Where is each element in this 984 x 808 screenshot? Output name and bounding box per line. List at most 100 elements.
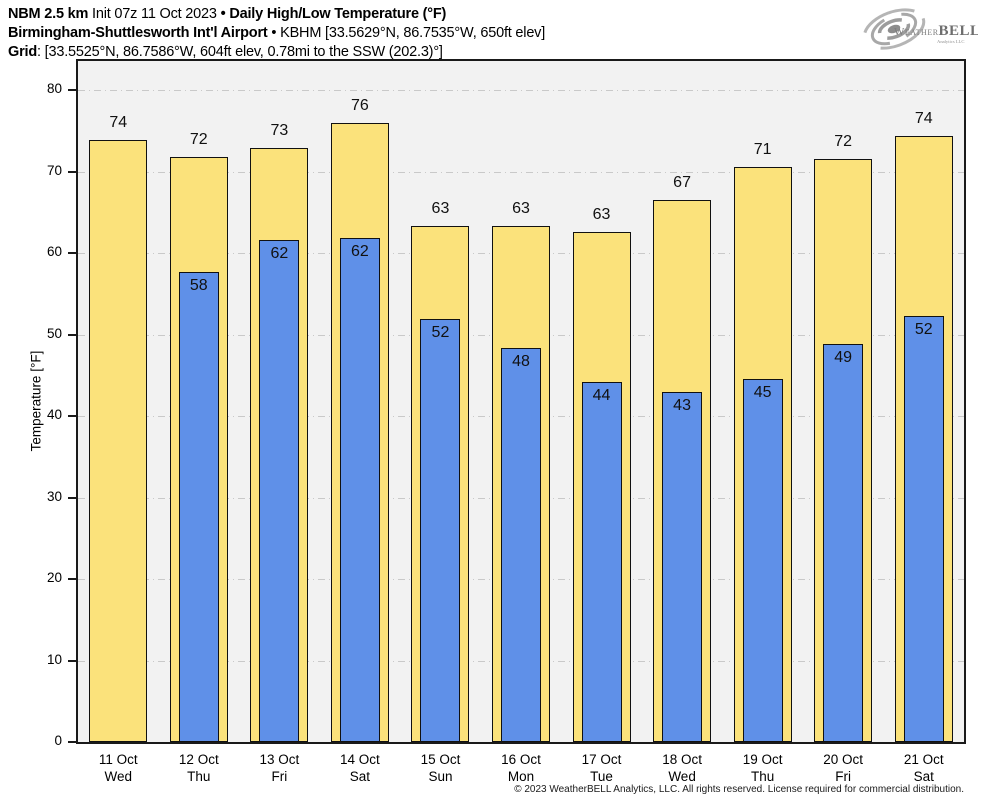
header-line-2: Birmingham-Shuttlesworth Int'l Airport •… [8, 24, 545, 43]
low-value-label: 48 [512, 353, 530, 371]
y-tick-60 [68, 252, 76, 254]
low-bar [501, 348, 541, 742]
high-value-label: 72 [834, 133, 853, 151]
x-tick-label: 15 Oct Sun [399, 751, 481, 785]
gridline-80 [78, 90, 964, 91]
low-bar [742, 379, 783, 742]
x-label-day: Wed [104, 769, 133, 784]
y-tick-label-70: 70 [46, 162, 62, 178]
high-value-label: 63 [431, 200, 450, 218]
x-tick-label: 17 Oct Tue [561, 751, 643, 785]
low-bar [903, 315, 944, 742]
x-tick-label: 16 Oct Mon [480, 751, 562, 785]
high-value-label: 76 [351, 97, 369, 115]
weatherbell-logo: WeatherBELL Analytics LLC [862, 8, 978, 50]
init-time: Init 07z 11 Oct 2023 [92, 6, 217, 22]
y-tick-40 [68, 415, 76, 417]
low-bar [662, 392, 703, 742]
y-tick-label-30: 30 [46, 488, 62, 504]
y-tick-80 [68, 89, 76, 91]
low-value-label: 62 [270, 244, 289, 262]
station-info: KBHM [33.5629°N, 86.7535°W, 650ft elev] [280, 25, 546, 41]
x-label-day: Sat [349, 769, 371, 784]
x-tick-label: 18 Oct Wed [641, 751, 723, 785]
model-name: NBM 2.5 km [8, 6, 89, 22]
low-bar [339, 238, 380, 742]
x-tick-label: 13 Oct Fri [238, 751, 320, 785]
high-value-label: 63 [592, 205, 611, 223]
logo-text-bell: BELL [939, 23, 978, 39]
y-tick-20 [68, 578, 76, 580]
y-tick-30 [68, 496, 76, 499]
x-label-date: 16 Oct [501, 752, 541, 767]
low-value-label: 49 [834, 349, 853, 367]
y-tick-label-60: 60 [46, 244, 62, 259]
station-name: Birmingham-Shuttlesworth Int'l Airport [8, 25, 268, 41]
high-value-label: 71 [753, 141, 772, 159]
high-value-label: 73 [270, 121, 289, 139]
grid-label: Grid [8, 44, 38, 60]
x-tick-label: 14 Oct Sat [319, 751, 401, 785]
high-value-label: 74 [914, 110, 933, 128]
logo-subtitle: Analytics LLC [937, 39, 964, 44]
logo-text-weather: Weather [894, 26, 939, 38]
x-label-date: 21 Oct [903, 752, 944, 767]
y-tick-10 [68, 659, 76, 662]
x-label-day: Thu [187, 769, 211, 784]
x-label-day: Mon [507, 769, 535, 784]
header-line-1: NBM 2.5 km Init 07z 11 Oct 2023 • Daily … [8, 5, 545, 24]
x-label-day: Thu [750, 769, 775, 784]
x-tick-label: 21 Oct Sat [883, 751, 965, 785]
header-line-3: Grid: [33.5525°N, 86.7586°W, 604ft elev,… [8, 43, 545, 62]
separator-dot: • [271, 25, 277, 41]
x-label-day: Tue [590, 769, 613, 784]
y-tick-50 [68, 333, 76, 336]
plot-area [76, 59, 966, 744]
x-label-day: Wed [668, 769, 696, 784]
y-tick-70 [68, 170, 76, 173]
y-tick-label-50: 50 [46, 325, 62, 341]
low-value-label: 43 [673, 397, 691, 415]
low-bar [581, 381, 622, 742]
x-tick-label: 12 Oct Thu [158, 751, 240, 785]
grid-info: : [33.5525°N, 86.7586°W, 604ft elev, 0.7… [37, 44, 443, 60]
y-tick-label-20: 20 [46, 570, 62, 585]
x-label-date: 13 Oct [259, 752, 300, 767]
low-value-label: 58 [189, 276, 208, 294]
x-label-date: 19 Oct [742, 752, 783, 767]
low-bar [259, 239, 300, 742]
x-label-date: 14 Oct [340, 752, 380, 767]
x-tick-label: 11 Oct Wed [77, 751, 159, 785]
y-axis-title: Temperature [°F] [28, 350, 44, 452]
high-value-label: 74 [109, 113, 128, 131]
low-bar [420, 319, 461, 742]
hurricane-swirl-icon [862, 8, 926, 50]
high-value-label: 67 [673, 174, 691, 192]
high-bar [89, 139, 148, 742]
high-value-label: 72 [189, 130, 208, 148]
low-value-label: 44 [592, 386, 611, 404]
low-bar [823, 344, 864, 742]
x-label-date: 20 Oct [823, 752, 864, 767]
low-bar [178, 271, 219, 742]
y-tick-label-0: 0 [54, 733, 62, 748]
gridline-70 [78, 171, 964, 173]
chart-header: NBM 2.5 km Init 07z 11 Oct 2023 • Daily … [8, 5, 545, 62]
x-label-date: 12 Oct [178, 752, 219, 767]
x-label-day: Sun [428, 769, 453, 784]
low-value-label: 52 [914, 320, 933, 338]
low-value-label: 45 [753, 384, 772, 402]
svg-text:WeatherBELL: WeatherBELL [894, 23, 978, 39]
x-label-date: 18 Oct [662, 752, 702, 767]
x-label-day: Fri [271, 769, 288, 784]
separator-dot: • [220, 6, 226, 22]
x-tick-label: 19 Oct Thu [722, 751, 804, 785]
low-value-label: 62 [351, 243, 369, 261]
y-tick-label-10: 10 [46, 651, 62, 667]
product-title: Daily High/Low Temperature (°F) [229, 6, 447, 22]
y-tick-0 [68, 741, 76, 743]
low-value-label: 52 [431, 324, 450, 341]
y-tick-label-40: 40 [46, 407, 62, 422]
high-value-label: 63 [512, 200, 530, 218]
